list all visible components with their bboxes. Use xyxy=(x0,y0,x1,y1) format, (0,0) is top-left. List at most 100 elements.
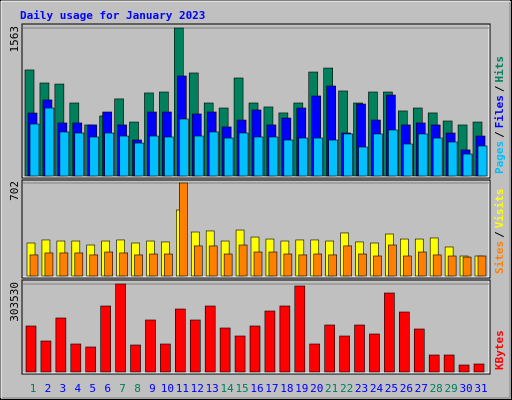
bar xyxy=(309,343,321,373)
x-tick-label: 20 xyxy=(310,382,323,395)
x-tick-label: 8 xyxy=(134,382,141,395)
bar xyxy=(89,136,100,177)
x-tick-label: 9 xyxy=(149,382,156,395)
x-tick-label: 29 xyxy=(445,382,458,395)
x-tick-label: 2 xyxy=(45,382,52,395)
legend-separator: / xyxy=(493,231,506,238)
bar xyxy=(268,136,279,177)
x-tick-label: 5 xyxy=(89,382,96,395)
x-tick-label: 31 xyxy=(474,382,487,395)
bar xyxy=(339,335,350,373)
bar xyxy=(104,251,113,277)
x-tick-label: 4 xyxy=(74,382,81,395)
bar xyxy=(417,251,427,277)
bar xyxy=(354,324,365,373)
legend-entry: KBytes xyxy=(493,330,506,370)
x-tick-label: 22 xyxy=(340,382,353,395)
bar xyxy=(283,253,293,277)
x-tick-label: 21 xyxy=(325,382,338,395)
y-tick-label: 303530 xyxy=(8,282,21,322)
bar xyxy=(134,254,143,277)
x-tick-label: 30 xyxy=(459,382,472,395)
bar xyxy=(115,283,126,373)
bar xyxy=(164,253,173,277)
x-tick-label: 19 xyxy=(295,382,308,395)
x-tick-label: 11 xyxy=(176,382,189,395)
bar xyxy=(40,340,52,373)
bar xyxy=(59,252,69,277)
x-tick-label: 7 xyxy=(119,382,126,395)
y-tick-label: 702 xyxy=(8,181,21,201)
bar xyxy=(403,255,412,277)
x-tick-label: 16 xyxy=(250,382,263,395)
bar xyxy=(358,146,368,177)
bar xyxy=(119,135,129,177)
bar xyxy=(328,139,338,177)
bar xyxy=(164,136,174,177)
bar xyxy=(279,305,291,373)
x-tick-label: 28 xyxy=(430,382,443,395)
bar xyxy=(324,324,335,373)
bar xyxy=(343,245,352,277)
bar xyxy=(249,325,261,373)
bar xyxy=(179,182,188,277)
bar xyxy=(432,254,442,277)
bar xyxy=(313,253,323,277)
x-tick-label: 17 xyxy=(265,382,278,395)
bar xyxy=(458,364,470,373)
legend: KBytes xyxy=(493,330,506,370)
bar xyxy=(477,145,488,177)
bar xyxy=(29,254,39,277)
bar xyxy=(253,136,264,177)
bar xyxy=(175,308,186,373)
x-tick-label: 27 xyxy=(415,382,428,395)
bar xyxy=(268,251,278,277)
bar xyxy=(264,310,276,373)
bar xyxy=(388,129,398,177)
bar xyxy=(298,137,309,177)
bar xyxy=(477,255,487,277)
bar xyxy=(134,142,144,177)
bar xyxy=(85,346,97,373)
bar xyxy=(413,328,425,373)
bar xyxy=(189,319,201,373)
bar xyxy=(238,132,249,177)
x-tick-label: 13 xyxy=(206,382,219,395)
chart-title: Daily usage for January 2023 xyxy=(20,9,205,22)
bar xyxy=(149,253,158,277)
bar xyxy=(130,344,141,373)
x-tick-label: 15 xyxy=(235,382,248,395)
bar xyxy=(44,107,55,177)
bar xyxy=(29,123,40,177)
bar xyxy=(462,153,473,177)
bar xyxy=(234,335,246,373)
bar xyxy=(443,354,455,373)
legend-entry: Sites xyxy=(493,241,506,274)
bar xyxy=(447,255,457,277)
bar xyxy=(388,244,397,277)
bar xyxy=(55,317,67,373)
bar xyxy=(283,139,294,177)
bar xyxy=(208,245,218,277)
bar xyxy=(204,305,216,373)
bar xyxy=(369,333,380,373)
bar xyxy=(149,135,159,177)
bar xyxy=(399,311,410,373)
bar xyxy=(70,343,82,373)
bar xyxy=(294,285,306,373)
bar xyxy=(100,305,111,373)
bar xyxy=(373,255,382,277)
x-tick-label: 23 xyxy=(355,382,368,395)
bar xyxy=(89,254,99,277)
bar xyxy=(358,253,367,277)
bar xyxy=(74,132,85,177)
bar xyxy=(313,137,324,177)
bar xyxy=(25,325,37,373)
x-tick-label: 6 xyxy=(104,382,111,395)
x-tick-label: 10 xyxy=(161,382,174,395)
x-tick-label: 1 xyxy=(30,382,37,395)
bar xyxy=(238,244,248,277)
bar xyxy=(193,245,203,277)
bar xyxy=(253,251,263,277)
